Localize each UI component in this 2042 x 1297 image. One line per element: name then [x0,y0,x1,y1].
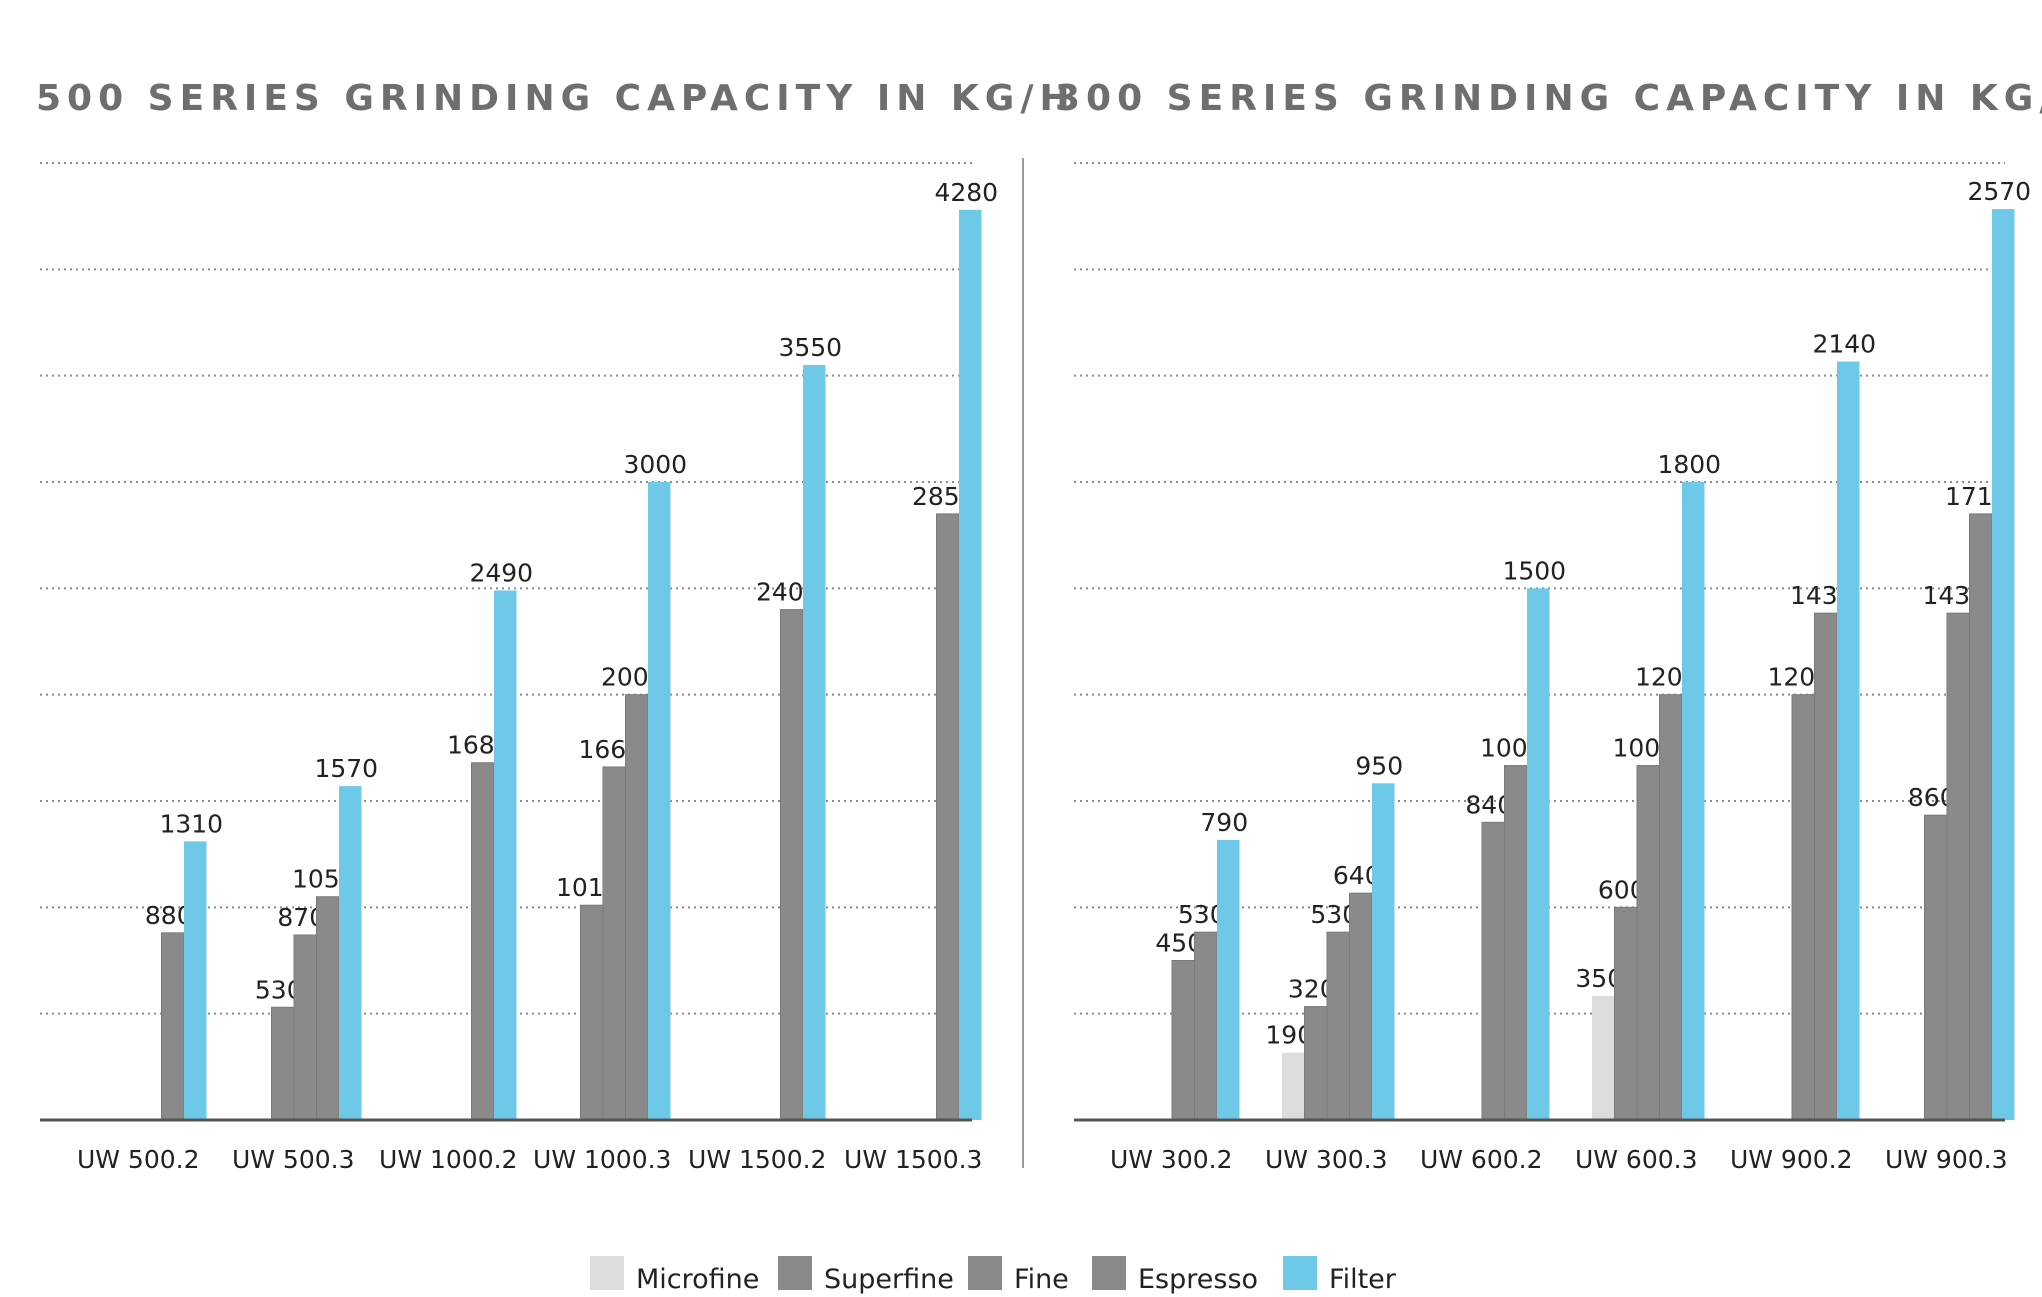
x-tick-label: UW 1000.3 [533,1145,671,1174]
legend-label-fine: Fine [1014,1264,1069,1295]
bar-espresso [316,896,340,1121]
bar-fine [1326,931,1350,1121]
bar-superfine [271,1006,295,1121]
chart-title: 500 SERIES GRINDING CAPACITY IN KG/H [36,78,1076,119]
x-tick-label: UW 300.3 [1265,1145,1388,1174]
bar-superfine [580,904,604,1121]
bar-fine [1481,821,1505,1121]
bar-fine [602,766,626,1121]
legend-swatch-espresso [1092,1256,1126,1290]
bar-espresso [1659,694,1683,1121]
data-label: 4280 [934,178,998,207]
legend: Microfine Superfine Fine Espresso Filter [590,1256,1397,1295]
bar-espresso [1349,892,1373,1121]
bar-fine [293,934,317,1121]
data-label: 2140 [1812,329,1876,358]
chart-panel-1: 500 SERIES GRINDING CAPACITY IN KG/H8801… [36,78,1076,1174]
bar-filter [1837,361,1860,1120]
bar-filter [184,841,207,1120]
data-label: 1570 [314,754,378,783]
data-label: 2490 [469,558,533,587]
bar-filter [1217,839,1240,1120]
bar-filter [648,482,671,1120]
bar-superfine [1304,1006,1328,1121]
bar-fine [1636,765,1660,1121]
bar-fine [1171,960,1195,1121]
bar-superfine [1614,906,1638,1121]
legend-label-espresso: Espresso [1138,1264,1258,1295]
bar-microfine [1592,995,1615,1120]
legend-label-microfine: Microfine [636,1264,759,1295]
bar-filter [494,590,517,1120]
x-tick-label: UW 1500.3 [844,1145,982,1174]
x-tick-label: UW 600.2 [1420,1145,1543,1174]
chart-panel-2: 300 SERIES GRINDING CAPACITY IN KG/H4505… [1055,78,2042,1174]
bar-espresso [1969,513,1993,1121]
x-tick-label: UW 500.3 [232,1145,355,1174]
data-label: 3550 [778,333,842,362]
chart-title: 300 SERIES GRINDING CAPACITY IN KG/H [1055,78,2042,119]
x-tick-label: UW 1000.2 [379,1145,517,1174]
x-tick-label: UW 900.2 [1730,1145,1853,1174]
bar-filter [803,365,826,1120]
data-label: 950 [1355,751,1403,780]
legend-swatch-fine [968,1256,1002,1290]
bar-espresso [1194,931,1218,1121]
data-label: 790 [1200,808,1248,837]
bar-filter [1372,783,1395,1120]
data-label: 1800 [1657,450,1721,479]
bar-espresso [780,609,804,1121]
bar-fine [1791,694,1815,1121]
bar-espresso [1814,612,1838,1121]
bar-espresso [625,694,649,1121]
bar-fine [1946,612,1970,1121]
bar-espresso [936,513,960,1121]
bar-filter [1682,482,1705,1120]
bar-filter [959,209,982,1120]
x-tick-label: UW 900.3 [1885,1145,2008,1174]
data-label: 1310 [159,809,223,838]
bar-filter [1992,209,2015,1121]
bar-microfine [1282,1052,1305,1120]
bar-espresso [161,932,185,1121]
x-tick-label: UW 300.2 [1110,1145,1233,1174]
x-tick-label: UW 600.3 [1575,1145,1698,1174]
bar-superfine [1924,814,1948,1121]
bar-espresso [1504,765,1528,1121]
bar-espresso [471,762,495,1121]
x-tick-label: UW 500.2 [77,1145,200,1174]
data-label: 3000 [623,450,687,479]
legend-swatch-superfine [778,1256,812,1290]
legend-label-superfine: Superfine [824,1264,954,1295]
legend-swatch-microfine [590,1256,624,1290]
x-tick-label: UW 1500.2 [688,1145,826,1174]
bar-filter [339,786,362,1120]
data-label: 1500 [1502,556,1566,585]
bar-filter [1527,588,1550,1120]
data-label: 2570 [1967,177,2031,206]
legend-label-filter: Filter [1329,1264,1397,1295]
legend-swatch-filter [1283,1256,1317,1290]
